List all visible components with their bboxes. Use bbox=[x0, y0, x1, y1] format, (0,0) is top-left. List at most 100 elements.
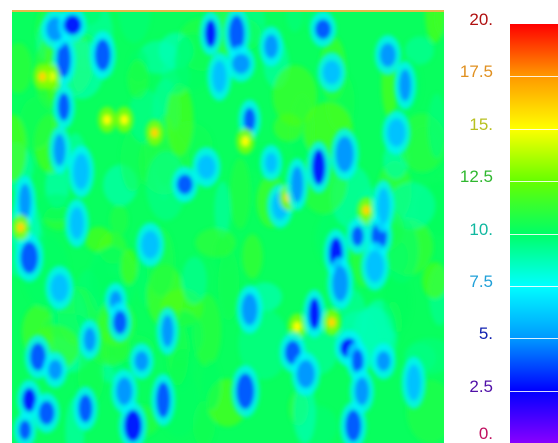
heatmap-texture-patch bbox=[138, 40, 180, 74]
heatmap-spot bbox=[311, 149, 326, 186]
heatmap-texture-patch bbox=[425, 12, 444, 43]
colorbar-tick-label: 0. bbox=[478, 424, 493, 443]
heatmap-spot bbox=[335, 136, 354, 173]
heatmap-spot bbox=[362, 205, 371, 216]
heatmap-spot bbox=[241, 136, 250, 147]
heatmap-spot bbox=[103, 114, 112, 125]
colorbar-tick-label: 5. bbox=[478, 324, 493, 344]
heatmap-texture-patch bbox=[120, 129, 145, 192]
heatmap-spot bbox=[351, 349, 364, 374]
heatmap-texture-patch bbox=[242, 234, 263, 279]
heatmap-spot bbox=[243, 107, 256, 132]
colorbar-tick-label: 7.5 bbox=[469, 271, 493, 291]
colorbar-tick-label: 2.5 bbox=[469, 376, 493, 396]
colorbar-tick-line bbox=[510, 129, 558, 130]
heatmap-texture-patch bbox=[181, 256, 207, 304]
heatmap-spot bbox=[176, 174, 193, 195]
heatmap-spot bbox=[365, 250, 384, 283]
heatmap-spot bbox=[406, 364, 421, 401]
heatmap-spot bbox=[354, 377, 369, 406]
heatmap-spot bbox=[231, 53, 250, 74]
heatmap-spot bbox=[351, 226, 364, 247]
heatmap-spot bbox=[265, 152, 278, 173]
heatmap-spot bbox=[387, 118, 406, 147]
heatmap-spot bbox=[376, 351, 391, 372]
colorbar-tick-line bbox=[510, 234, 558, 235]
heatmap-texture-patch bbox=[84, 226, 113, 252]
heatmap-spot bbox=[113, 310, 127, 335]
colorbar-tick-label: 15. bbox=[469, 114, 493, 134]
heatmap-texture-patch bbox=[214, 181, 231, 238]
heatmap-texture-patch bbox=[293, 381, 316, 443]
heatmap-spot bbox=[228, 15, 245, 52]
heatmap-texture-patch bbox=[19, 96, 54, 149]
colorbar-gradient bbox=[510, 24, 558, 443]
heatmap-spot bbox=[236, 373, 255, 410]
heatmap-plot-area bbox=[12, 12, 444, 443]
colorbar-tick-label: 10. bbox=[469, 219, 493, 239]
heatmap-spot bbox=[83, 327, 96, 352]
heatmap-texture-patch bbox=[109, 204, 129, 236]
heatmap-texture-patch bbox=[166, 83, 194, 156]
heatmap-spot bbox=[20, 241, 39, 274]
heatmap-spot bbox=[38, 71, 47, 82]
heatmap-texture-patch bbox=[405, 36, 434, 65]
heatmap-spot bbox=[63, 14, 82, 35]
colorbar-tick-line bbox=[510, 391, 558, 392]
heatmap-spot bbox=[16, 222, 25, 233]
colorbar-tick-label: 17.5 bbox=[459, 62, 493, 82]
heatmap-spot bbox=[56, 41, 71, 78]
heatmap-spot bbox=[264, 34, 279, 59]
heatmap-spot bbox=[18, 183, 31, 220]
heatmap-texture-patch bbox=[195, 228, 236, 258]
heatmap-spot bbox=[116, 377, 133, 406]
heatmap-spot bbox=[150, 127, 159, 138]
colorbar-tick-line bbox=[510, 338, 558, 339]
heatmap-texture-patch bbox=[422, 262, 444, 299]
heatmap-texture-patch bbox=[146, 151, 186, 221]
heatmap-spot bbox=[212, 60, 227, 93]
heatmap-texture-patch bbox=[127, 59, 149, 99]
heatmap-spot bbox=[293, 321, 302, 332]
heatmap-field bbox=[12, 12, 444, 443]
heatmap-spot bbox=[296, 360, 315, 389]
heatmap-texture-patch bbox=[286, 12, 303, 32]
heatmap-texture-patch bbox=[201, 360, 221, 410]
heatmap-spot bbox=[322, 60, 341, 85]
heatmap-texture-patch bbox=[120, 248, 138, 285]
colorbar bbox=[510, 24, 558, 443]
heatmap-spot bbox=[377, 187, 390, 224]
heatmap-texture-patch bbox=[382, 270, 412, 333]
heatmap-spot bbox=[332, 265, 349, 302]
colorbar-tick-label: 12.5 bbox=[459, 167, 493, 187]
heatmap-texture-patch bbox=[12, 114, 27, 182]
heatmap-spot bbox=[141, 230, 160, 259]
heatmap-texture-patch bbox=[272, 65, 318, 127]
heatmap-spot bbox=[69, 207, 84, 240]
heatmap-spot bbox=[94, 39, 111, 72]
heatmap-spot bbox=[134, 351, 149, 372]
heatmap-texture-patch bbox=[218, 249, 240, 321]
heatmap-spot bbox=[73, 153, 90, 190]
heatmap-texture-patch bbox=[89, 259, 111, 300]
heatmap-spot bbox=[156, 381, 171, 418]
heatmap-texture-patch bbox=[427, 93, 444, 159]
colorbar-tick-label: 20. bbox=[469, 10, 493, 29]
heatmap-spot bbox=[57, 92, 70, 121]
heatmap-spot bbox=[123, 409, 142, 442]
heatmap-spot bbox=[241, 293, 258, 326]
heatmap-spot bbox=[161, 314, 174, 347]
heatmap-spot bbox=[53, 133, 66, 166]
heatmap-spot bbox=[78, 394, 93, 423]
heatmap-spot bbox=[22, 387, 37, 412]
heatmap-spot bbox=[345, 409, 362, 442]
heatmap-spot bbox=[327, 317, 336, 328]
colorbar-tick-line bbox=[510, 286, 558, 287]
heatmap-spot bbox=[379, 43, 396, 68]
heatmap-spot bbox=[38, 400, 55, 425]
heatmap-spot bbox=[29, 342, 46, 371]
colorbar-tick-line bbox=[510, 76, 558, 77]
heatmap-spot bbox=[315, 19, 332, 40]
heatmap-spot bbox=[197, 155, 216, 180]
